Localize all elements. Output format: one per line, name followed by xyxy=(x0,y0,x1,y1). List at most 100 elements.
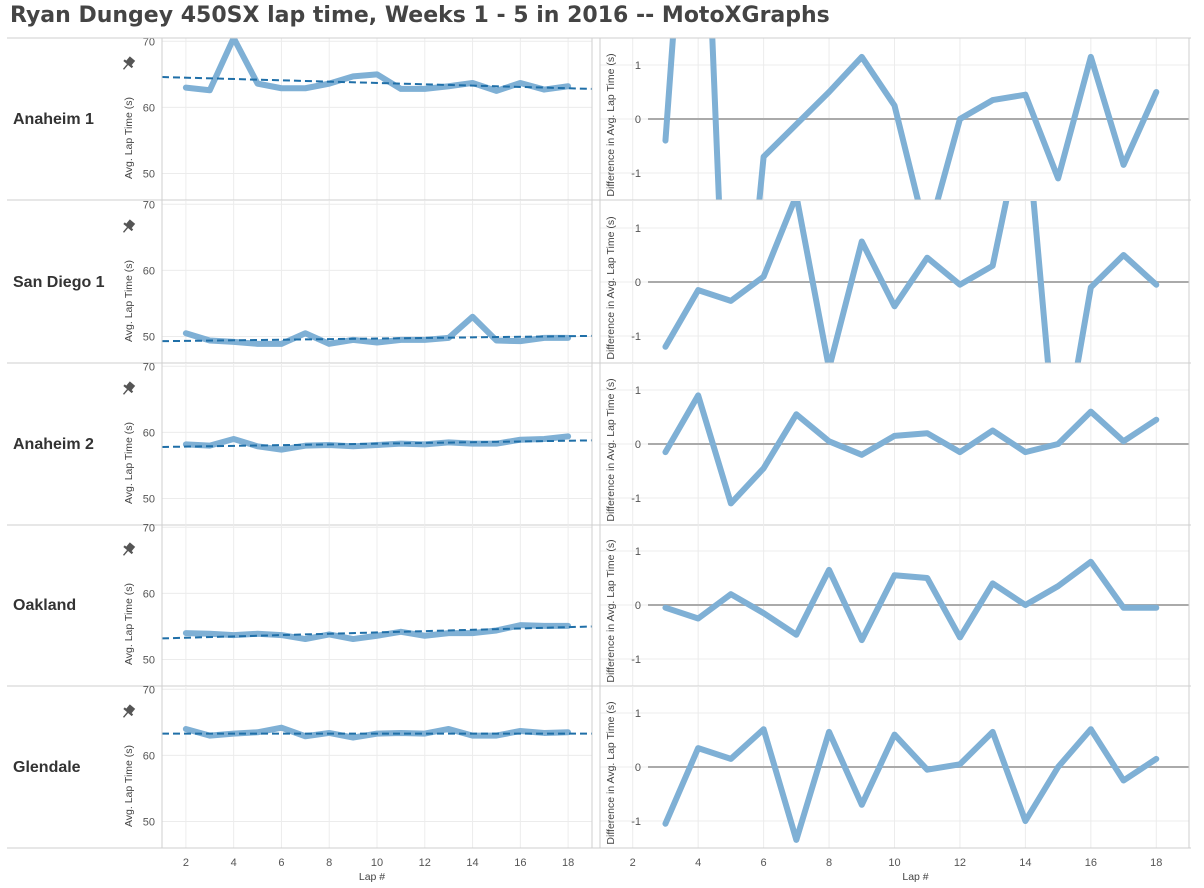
row-anaheim-1: Anaheim 1 Avg. Lap Time (s) 50 60 70 Differen… xyxy=(7,36,1191,201)
right-y-axis-title: Difference in Avg. Lap Time (s) xyxy=(605,216,617,359)
left-y-axis-title: Avg. Lap Time (s) xyxy=(123,745,135,827)
x-tick-label: 18 xyxy=(562,857,574,869)
row-anaheim-2: Anaheim 2 Avg. Lap Time (s) 50 60 70 Differen… xyxy=(7,361,1191,526)
y-tick-label: -1 xyxy=(631,816,641,828)
y-tick-label: 1 xyxy=(635,223,641,235)
x-tick-label: 6 xyxy=(278,857,284,869)
y-tick-label: 70 xyxy=(143,361,155,373)
right-y-axis-title: Difference in Avg. Lap Time (s) xyxy=(605,53,617,196)
x-tick-label: 10 xyxy=(371,857,383,869)
left-y-axis-title: Avg. Lap Time (s) xyxy=(123,97,135,179)
y-tick-label: 60 xyxy=(143,265,155,277)
row-label: San Diego 1 xyxy=(13,274,105,291)
y-tick-label: 50 xyxy=(143,655,155,667)
diff-line xyxy=(662,201,1160,363)
pin-needle xyxy=(122,226,129,233)
left-y-axis-title: Avg. Lap Time (s) xyxy=(123,583,135,665)
pin-needle xyxy=(122,63,129,70)
right-y-axis-title: Difference in Avg. Lap Time (s) xyxy=(605,378,617,521)
y-tick-label: 60 xyxy=(143,427,155,439)
y-tick-label: 60 xyxy=(143,102,155,114)
x-tick-label: 12 xyxy=(954,857,966,869)
y-tick-label: 1 xyxy=(635,546,641,558)
y-tick-label: 70 xyxy=(143,684,155,696)
y-tick-label: 70 xyxy=(143,199,155,211)
pin-collar xyxy=(123,222,134,232)
x-tick-label: 14 xyxy=(1019,857,1031,869)
pin-collar xyxy=(123,384,134,394)
x-tick-label: 4 xyxy=(231,857,237,869)
page-title: Ryan Dungey 450SX lap time, Weeks 1 - 5 … xyxy=(10,3,830,28)
left-y-axis-title: Avg. Lap Time (s) xyxy=(123,422,135,504)
x-tick-label: 8 xyxy=(826,857,832,869)
x-tick-label: 2 xyxy=(630,857,636,869)
pin-icon xyxy=(122,219,136,233)
right-y-axis-title: Difference in Avg. Lap Time (s) xyxy=(605,701,617,844)
y-tick-label: 0 xyxy=(635,277,641,289)
diff-line xyxy=(662,726,1160,843)
pin-needle xyxy=(122,711,129,718)
y-tick-label: 1 xyxy=(635,60,641,72)
y-tick-label: 70 xyxy=(143,36,155,48)
x-tick-label: 16 xyxy=(514,857,526,869)
pin-icon xyxy=(122,704,136,718)
y-tick-label: 50 xyxy=(143,169,155,181)
trend-line xyxy=(162,334,592,343)
y-tick-label: 1 xyxy=(635,708,641,720)
y-tick-label: -1 xyxy=(631,654,641,666)
y-tick-label: 50 xyxy=(143,332,155,344)
pin-icon xyxy=(122,381,136,395)
pin-needle xyxy=(122,388,129,395)
pin-head xyxy=(125,219,136,229)
left-y-axis-title: Avg. Lap Time (s) xyxy=(123,260,135,342)
pin-collar xyxy=(123,707,134,717)
pin-icon xyxy=(122,56,136,70)
y-tick-label: 60 xyxy=(143,750,155,762)
x-tick-label: 14 xyxy=(466,857,478,869)
y-tick-label: 70 xyxy=(143,522,155,534)
lap-time-line xyxy=(182,313,572,347)
x-tick-label: 8 xyxy=(326,857,332,869)
y-tick-label: 50 xyxy=(143,817,155,829)
pin-head xyxy=(125,381,136,391)
row-label: Anaheim 2 xyxy=(13,436,94,453)
pin-head xyxy=(125,542,136,552)
x-tick-label: 12 xyxy=(419,857,431,869)
y-tick-label: -1 xyxy=(631,493,641,505)
trend-line xyxy=(162,625,592,640)
row-label: Oakland xyxy=(13,597,76,614)
y-tick-label: -1 xyxy=(631,168,641,180)
trend-line xyxy=(162,76,592,90)
y-tick-label: 0 xyxy=(635,439,641,451)
pin-needle xyxy=(122,549,129,556)
trend-line xyxy=(162,439,592,448)
y-tick-label: 0 xyxy=(635,762,641,774)
y-tick-label: 50 xyxy=(143,494,155,506)
lap-time-line xyxy=(182,38,572,94)
y-tick-label: 1 xyxy=(635,385,641,397)
x-tick-label: 18 xyxy=(1150,857,1162,869)
y-tick-label: 0 xyxy=(635,600,641,612)
y-tick-label: 60 xyxy=(143,588,155,600)
row-glendale: Glendale Avg. Lap Time (s) 50 60 70 Differenc… xyxy=(7,684,1191,849)
row-label: Glendale xyxy=(13,759,81,776)
y-tick-label: -1 xyxy=(631,331,641,343)
x-tick-label: 6 xyxy=(761,857,767,869)
x-axis-title: Lap # xyxy=(902,871,928,883)
pin-icon xyxy=(122,542,136,556)
diff-line xyxy=(662,558,1160,644)
right-y-axis-title: Difference in Avg. Lap Time (s) xyxy=(605,539,617,682)
x-axis-title: Lap # xyxy=(359,871,385,883)
x-tick-label: 10 xyxy=(888,857,900,869)
x-tick-label: 4 xyxy=(695,857,701,869)
y-tick-label: 0 xyxy=(635,114,641,126)
pin-head xyxy=(125,704,136,714)
pin-collar xyxy=(123,59,134,69)
row-san-diego-1: San Diego 1 Avg. Lap Time (s) 50 60 70 Differ… xyxy=(7,199,1191,364)
pin-head xyxy=(125,56,136,66)
row-label: Anaheim 1 xyxy=(13,111,94,128)
diff-line xyxy=(662,38,1160,200)
x-tick-label: 16 xyxy=(1085,857,1097,869)
pin-collar xyxy=(123,545,134,555)
